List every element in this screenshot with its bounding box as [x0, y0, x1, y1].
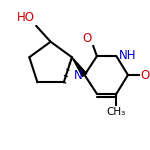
Text: HO: HO — [17, 11, 35, 24]
Text: O: O — [82, 32, 92, 45]
Text: NH: NH — [118, 49, 136, 62]
Text: N: N — [74, 69, 82, 81]
Polygon shape — [72, 57, 87, 76]
Text: CH₃: CH₃ — [107, 107, 126, 117]
Text: O: O — [140, 69, 150, 81]
